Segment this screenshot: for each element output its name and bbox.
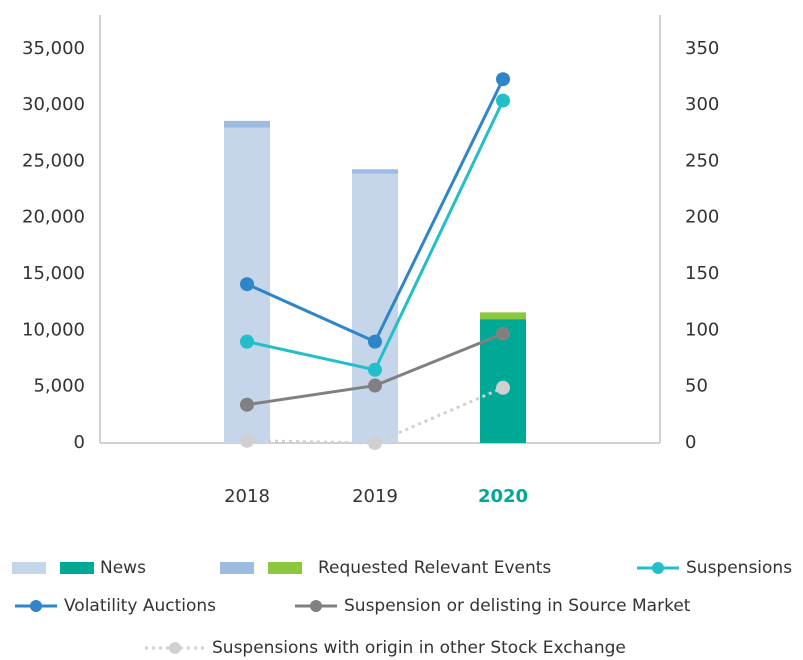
legend-label: Suspensions xyxy=(686,558,792,578)
y-tick-label: 0 xyxy=(74,432,85,453)
legend-swatch xyxy=(12,562,46,574)
marker xyxy=(368,362,382,377)
y-tick-label: 25,000 xyxy=(22,150,85,171)
legend-marker xyxy=(169,642,181,654)
legend: News Requested Relevant Events Suspensions… xyxy=(12,558,792,658)
bar xyxy=(352,169,398,174)
marker xyxy=(496,380,510,395)
legend-marker xyxy=(30,600,42,612)
legend-marker xyxy=(310,600,322,612)
marker xyxy=(240,277,254,292)
legend-swatch xyxy=(268,562,302,574)
legend-label: News xyxy=(100,558,146,578)
marker xyxy=(240,397,254,412)
y2-tick-label: 250 xyxy=(685,150,719,171)
y2-tick-label: 0 xyxy=(685,432,696,453)
y2-tick-label: 100 xyxy=(685,319,719,340)
legend-swatch xyxy=(60,562,94,574)
y2-tick-label: 50 xyxy=(685,376,708,397)
y-tick-label: 5,000 xyxy=(33,376,85,397)
y-tick-label: 15,000 xyxy=(22,263,85,284)
marker xyxy=(496,93,510,108)
y-tick-label: 20,000 xyxy=(22,207,85,228)
legend-label: Suspensions with origin in other Stock E… xyxy=(212,638,626,658)
x-tick-label: 2018 xyxy=(224,486,270,507)
y2-tick-label: 150 xyxy=(685,263,719,284)
legend-marker xyxy=(652,562,664,574)
x-tick-label: 2019 xyxy=(352,486,398,507)
legend-swatch xyxy=(220,562,254,574)
bar xyxy=(224,120,270,128)
legend-label: Suspension or delisting in Source Market xyxy=(344,596,691,616)
legend-label: Requested Relevant Events xyxy=(318,558,551,578)
marker xyxy=(240,334,254,349)
y2-tick-label: 300 xyxy=(685,94,719,115)
marker xyxy=(496,326,510,341)
marker xyxy=(368,378,382,393)
marker xyxy=(496,72,510,87)
y-tick-label: 30,000 xyxy=(22,94,85,115)
marker xyxy=(368,436,382,450)
y2-tick-label: 200 xyxy=(685,207,719,228)
bar xyxy=(480,312,526,320)
y2-tick-label: 350 xyxy=(685,38,719,59)
y-tick-label: 10,000 xyxy=(22,319,85,340)
y-tick-label: 35,000 xyxy=(22,38,85,59)
legend-label: Volatility Auctions xyxy=(64,596,216,616)
x-tick-label: 2020 xyxy=(478,486,528,507)
marker xyxy=(368,334,382,349)
marker xyxy=(240,433,254,448)
